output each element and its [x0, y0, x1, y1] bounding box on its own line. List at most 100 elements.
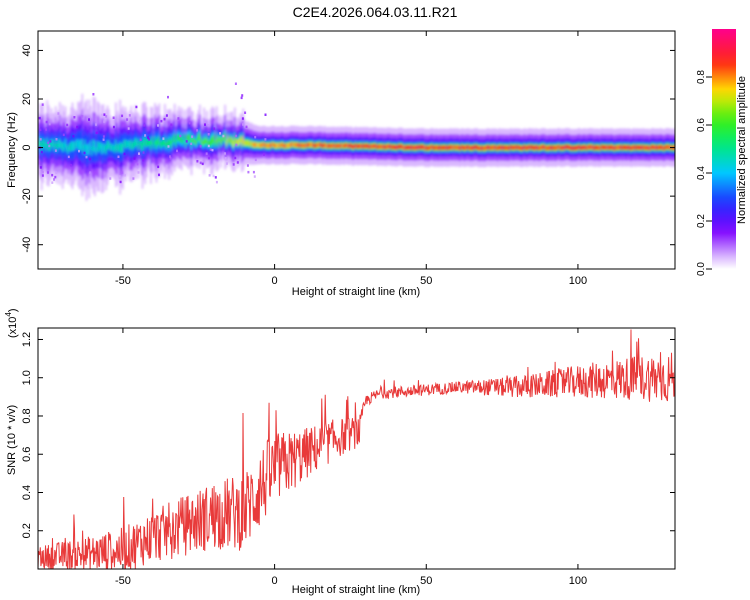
spectrogram-cell	[234, 135, 236, 143]
spectrogram-cell	[480, 145, 483, 151]
spectrogram-cell	[399, 144, 401, 149]
spectrogram-cell	[120, 143, 123, 153]
spectrogram-cell	[95, 146, 98, 156]
snr-panel: -50 0 50 100 0.2 0.4 0.6 0.8 1.0 1.2 Height of s…	[4, 308, 676, 596]
spectrogram-cell	[271, 142, 274, 147]
spectrogram-cell	[416, 144, 418, 150]
spectrogram-cell	[488, 145, 491, 150]
spectrogram-cell	[43, 139, 46, 147]
spectrogram-cell	[372, 144, 375, 149]
spectrogram-cell	[270, 142, 273, 148]
spectrogram-cell	[112, 143, 114, 151]
spectrogram-cell	[570, 146, 572, 151]
spectrogram-cell	[165, 142, 168, 149]
spectrogram-speckle	[135, 105, 138, 109]
spectrogram-cell	[243, 140, 246, 146]
spectrogram-speckle	[212, 174, 215, 178]
spectrogram-cell	[649, 145, 652, 150]
spectrogram-cell	[263, 142, 266, 147]
spectrogram-cell	[75, 139, 78, 148]
spectrogram-speckle	[207, 133, 210, 136]
spectrogram-cell	[455, 145, 457, 151]
spectrogram-cell	[259, 143, 261, 148]
colorbar: 0.0 0.2 0.4 0.6 0.8 Normalized spectral ampl…	[696, 29, 748, 276]
spectrogram-cell	[288, 143, 291, 148]
spectrogram-cell	[87, 144, 89, 154]
spectrogram-cell	[589, 144, 592, 150]
spectrogram-cell	[648, 146, 651, 151]
y-tick-label: 0.6	[21, 447, 33, 462]
spectrogram-cell	[638, 145, 641, 150]
spectrogram-cell	[330, 143, 333, 149]
spectrogram-speckle	[40, 150, 43, 154]
spectrogram-speckle	[264, 113, 267, 116]
spectrogram-cell	[257, 142, 260, 148]
spectrogram-cell	[92, 139, 95, 151]
spectrogram-speckle	[235, 143, 238, 147]
spectrogram-cell	[126, 140, 128, 149]
spectrogram-cell	[425, 145, 428, 150]
spectrogram-cell	[441, 145, 443, 151]
spectrogram-cell	[159, 141, 162, 148]
spectrogram-cell	[473, 145, 476, 150]
spectrogram-speckle	[39, 166, 42, 169]
spectrogram-speckle	[121, 171, 124, 174]
spectrogram-cell	[431, 144, 434, 150]
svg-text:(x104): (x104)	[4, 308, 19, 338]
spectrogram-speckle	[57, 112, 60, 115]
spectrogram-cell	[189, 133, 191, 141]
spectrogram-cell	[528, 144, 530, 150]
spectrogram-speckle	[117, 155, 120, 158]
spectrogram-cell	[357, 144, 359, 149]
spectrogram-cell	[210, 138, 212, 146]
spectrogram-cell	[577, 145, 579, 150]
spectrogram-speckle	[191, 135, 194, 138]
spectrogram-cell	[91, 146, 93, 156]
spectrogram-cell	[176, 134, 179, 141]
spectrogram-speckle	[160, 119, 163, 123]
colorbar-tick-label: 0.8	[696, 70, 707, 84]
spectrogram-cell	[222, 134, 225, 140]
spectrogram-cell	[161, 141, 163, 148]
spectrogram-cell	[465, 145, 467, 150]
spectrogram-cell	[407, 145, 410, 150]
spectrogram-cell	[267, 143, 270, 148]
spectrogram-speckle	[112, 116, 115, 119]
spectrogram-cell	[630, 146, 632, 151]
spectrogram-cell	[568, 144, 571, 150]
spectrogram-speckle	[235, 134, 238, 138]
spectrogram-cell	[274, 143, 277, 148]
spectrogram-cell	[213, 135, 215, 143]
x-tick-label: -50	[115, 575, 131, 587]
spectrogram-cell	[208, 140, 211, 146]
spectrogram-speckle	[169, 157, 172, 160]
spectrogram-cell	[186, 134, 189, 142]
spectrogram-cell	[53, 143, 56, 152]
spectrogram-cell	[395, 145, 397, 150]
spectrogram-speckle	[196, 129, 199, 132]
spectrogram-cell	[61, 142, 64, 152]
spectrogram-cell	[54, 138, 57, 147]
spectrogram-cell	[502, 145, 505, 150]
spectrogram-speckle	[49, 140, 52, 143]
spectrogram-cell	[196, 137, 198, 145]
spectrogram-cell	[273, 142, 275, 147]
spectrogram-speckle	[169, 155, 172, 158]
spectrogram-speckle	[188, 121, 191, 125]
spectrogram-speckle	[167, 145, 170, 148]
spectrogram-speckle	[51, 173, 54, 177]
spectrogram-x-label: Height of straight line (km)	[292, 286, 420, 298]
spectrogram-cell	[278, 143, 281, 148]
spectrogram-panel: -50 0 50 100 -40 -20 0 20 40 Height of straight…	[6, 30, 676, 298]
spectrogram-cell	[102, 143, 105, 154]
spectrogram-cell	[367, 143, 369, 149]
spectrogram-cell	[141, 141, 144, 152]
spectrogram-cell	[612, 145, 614, 150]
spectrogram-cell	[341, 143, 344, 148]
spectrogram-cell	[497, 146, 499, 151]
spectrogram-cell	[484, 146, 487, 151]
spectrogram-cell	[413, 145, 415, 150]
spectrogram-cell	[88, 143, 91, 155]
spectrogram-speckle	[236, 161, 239, 164]
spectrogram-cell	[663, 145, 666, 151]
